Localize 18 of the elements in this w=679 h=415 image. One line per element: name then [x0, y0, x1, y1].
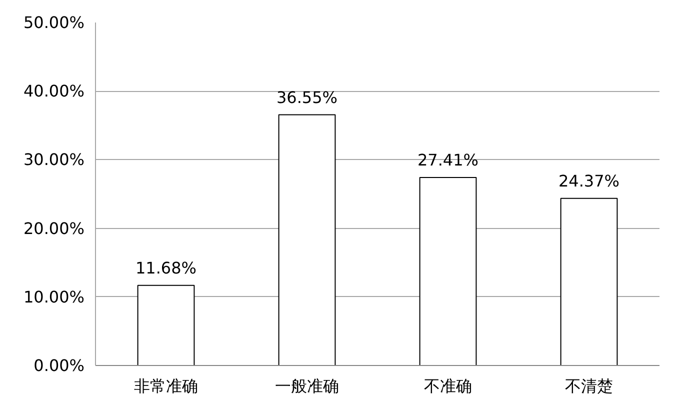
y-tick-label: 20.00%	[23, 218, 85, 238]
data-label: 36.55%	[276, 88, 338, 107]
x-tick-label: 不清楚	[565, 376, 613, 396]
data-label: 11.68%	[135, 258, 197, 278]
bar	[278, 114, 336, 366]
y-tick-label: 50.00%	[23, 13, 85, 32]
bar	[560, 198, 618, 366]
bar	[419, 176, 477, 366]
y-tick-label: 30.00%	[23, 150, 85, 170]
x-tick-label: 非常准确	[134, 376, 198, 396]
x-tick-label: 不准确	[424, 376, 472, 396]
data-label: 27.41%	[417, 150, 479, 170]
y-tick-label: 10.00%	[23, 287, 85, 306]
y-tick-label: 0.00%	[34, 356, 84, 375]
x-tick-label: 一般准确	[275, 376, 339, 396]
bar	[137, 284, 195, 366]
y-tick-label: 40.00%	[23, 82, 85, 101]
data-label: 24.37%	[558, 171, 620, 190]
